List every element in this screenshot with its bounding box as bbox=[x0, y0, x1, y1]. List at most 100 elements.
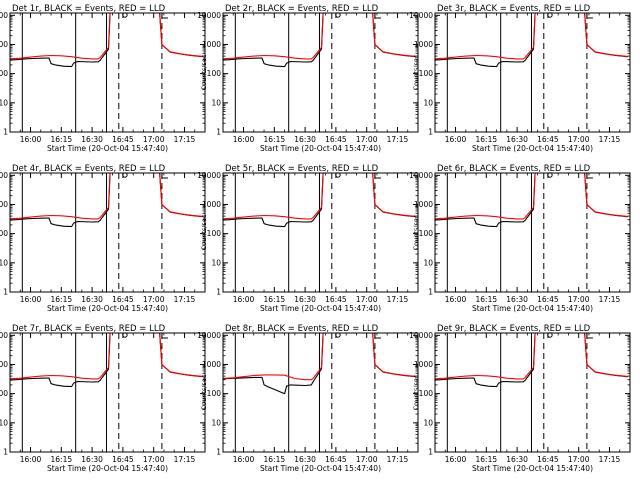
detector-panel: 1 10 100 1000 10000 16:00 16:15 16:30 16:45 17:00… bbox=[197, 164, 419, 313]
x-axis-label: Start Time (20-Oct-04 15:47:40) bbox=[472, 464, 593, 473]
y-tick-label: 1000 bbox=[202, 40, 221, 49]
y-tick-label: 1 bbox=[216, 128, 221, 137]
y-tick-label: 100 bbox=[419, 389, 434, 398]
x-tick-label: 17:15 bbox=[387, 455, 409, 464]
chart-title: Det 6r, BLACK = Events, RED = LLD bbox=[437, 164, 591, 174]
y-tick-label: 1 bbox=[428, 128, 433, 137]
x-axis-label: Start Time (20-Oct-04 15:47:40) bbox=[472, 304, 593, 313]
x-tick-label: 16:30 bbox=[81, 135, 103, 144]
x-tick-label: 17:00 bbox=[356, 455, 378, 464]
chart-title: Det 4r, BLACK = Events, RED = LLD bbox=[12, 164, 166, 174]
y-tick-label: 100 bbox=[207, 229, 222, 238]
saturation-step-marker bbox=[586, 13, 593, 19]
y-tick-label: 10000 bbox=[0, 171, 8, 180]
plot-frame bbox=[434, 12, 631, 133]
chart-title: Det 8r, BLACK = Events, RED = LLD bbox=[225, 324, 379, 334]
y-tick-label: 1 bbox=[428, 448, 433, 457]
y-tick-label: 10000 bbox=[409, 11, 433, 20]
plot-frame bbox=[222, 172, 419, 293]
x-tick-label: 16:45 bbox=[112, 295, 134, 304]
chart-title: Det 2r, BLACK = Events, RED = LLD bbox=[225, 4, 379, 14]
y-tick-label: 10 bbox=[423, 98, 433, 107]
x-tick-label: 16:45 bbox=[537, 295, 559, 304]
saturation-step-marker bbox=[586, 173, 593, 179]
y-tick-label: 100 bbox=[419, 69, 434, 78]
y-tick-label: 100 bbox=[207, 389, 222, 398]
y-tick-label: 1 bbox=[3, 288, 8, 297]
saturation-step-marker bbox=[161, 333, 168, 339]
y-tick-label: 1 bbox=[3, 448, 8, 457]
series-line bbox=[435, 333, 628, 380]
y-tick-label: 1000 bbox=[202, 200, 221, 209]
x-tick-label: 16:00 bbox=[20, 455, 42, 464]
x-tick-label: 16:30 bbox=[81, 295, 103, 304]
x-tick-label: 17:15 bbox=[174, 135, 196, 144]
x-tick-label: 16:15 bbox=[476, 295, 498, 304]
x-tick-label: 16:00 bbox=[233, 135, 255, 144]
x-tick-label: 17:15 bbox=[599, 455, 621, 464]
y-tick-label: 1000 bbox=[0, 360, 8, 369]
y-tick-label: 10 bbox=[211, 418, 221, 427]
detector-panel: 1 10 100 1000 10000 16:00 16:15 16:30 16:45 17:00… bbox=[197, 324, 419, 473]
x-tick-label: 17:00 bbox=[568, 455, 590, 464]
saturation-step-marker bbox=[374, 13, 381, 19]
plot-frame bbox=[9, 172, 206, 293]
x-tick-label: 17:00 bbox=[568, 135, 590, 144]
y-tick-label: 10 bbox=[0, 418, 8, 427]
chart-title: Det 1r, BLACK = Events, RED = LLD bbox=[12, 4, 166, 14]
detector-panel: 1 10 100 1000 10000 16:00 16:15 16:30 16:45 17:00… bbox=[0, 4, 206, 153]
detector-panel: 1 10 100 1000 10000 16:00 16:15 16:30 16:45 17:00… bbox=[409, 164, 631, 313]
x-tick-label: 16:00 bbox=[233, 455, 255, 464]
x-tick-label: 17:00 bbox=[143, 135, 165, 144]
x-tick-label: 16:15 bbox=[476, 455, 498, 464]
y-tick-label: 10000 bbox=[409, 171, 433, 180]
x-tick-label: 16:15 bbox=[264, 295, 286, 304]
y-tick-label: 1 bbox=[216, 288, 221, 297]
y-tick-label: 1000 bbox=[414, 200, 433, 209]
y-tick-label: 100 bbox=[0, 69, 8, 78]
x-tick-label: 16:00 bbox=[233, 295, 255, 304]
y-tick-label: 1000 bbox=[414, 40, 433, 49]
series-line bbox=[223, 173, 416, 220]
x-tick-label: 17:15 bbox=[599, 295, 621, 304]
x-tick-label: 17:00 bbox=[568, 295, 590, 304]
y-tick-label: 100 bbox=[207, 69, 222, 78]
x-tick-label: 17:00 bbox=[356, 135, 378, 144]
saturation-step-marker bbox=[161, 173, 168, 179]
y-axis-label: Counts/sec bbox=[200, 214, 208, 250]
y-tick-label: 1000 bbox=[414, 360, 433, 369]
y-axis-label: Counts/sec bbox=[412, 54, 420, 90]
y-tick-label: 1 bbox=[428, 288, 433, 297]
x-axis-label: Start Time (20-Oct-04 15:47:40) bbox=[260, 144, 381, 153]
plot-frame bbox=[434, 332, 631, 453]
y-axis-label: Counts/sec bbox=[200, 54, 208, 90]
y-tick-label: 10 bbox=[423, 258, 433, 267]
x-tick-label: 16:45 bbox=[112, 135, 134, 144]
y-tick-label: 10000 bbox=[0, 331, 8, 340]
x-tick-label: 16:30 bbox=[294, 135, 316, 144]
x-tick-label: 16:30 bbox=[506, 295, 528, 304]
x-tick-label: 16:45 bbox=[537, 455, 559, 464]
plot-frame bbox=[222, 12, 419, 133]
plot-frame bbox=[9, 332, 206, 453]
series-line bbox=[223, 333, 416, 381]
y-tick-label: 100 bbox=[0, 229, 8, 238]
y-tick-label: 1000 bbox=[0, 40, 8, 49]
x-tick-label: 16:30 bbox=[506, 455, 528, 464]
x-tick-label: 17:00 bbox=[356, 295, 378, 304]
x-tick-label: 17:15 bbox=[387, 295, 409, 304]
x-tick-label: 16:45 bbox=[537, 135, 559, 144]
saturation-step-marker bbox=[374, 173, 381, 179]
y-tick-label: 10000 bbox=[197, 11, 221, 20]
y-tick-label: 1 bbox=[216, 448, 221, 457]
detector-panel: 1 10 100 1000 10000 16:00 16:15 16:30 16:45 17:00… bbox=[409, 4, 631, 153]
x-tick-label: 17:15 bbox=[174, 455, 196, 464]
x-tick-label: 16:15 bbox=[51, 295, 73, 304]
x-tick-label: 16:15 bbox=[476, 135, 498, 144]
y-tick-label: 1000 bbox=[202, 360, 221, 369]
x-axis-label: Start Time (20-Oct-04 15:47:40) bbox=[472, 144, 593, 153]
y-tick-label: 1000 bbox=[0, 200, 8, 209]
x-tick-label: 16:00 bbox=[20, 135, 42, 144]
x-tick-label: 17:00 bbox=[143, 295, 165, 304]
detector-panel: 1 10 100 1000 10000 16:00 16:15 16:30 16:45 17:00… bbox=[409, 324, 631, 473]
